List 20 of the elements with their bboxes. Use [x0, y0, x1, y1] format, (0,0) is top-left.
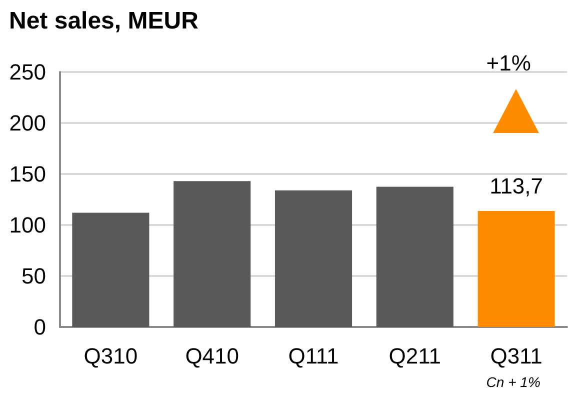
x-tick-label: Q311 [490, 344, 542, 368]
x-tick-label: Q310 [84, 344, 138, 368]
text: Cn + 1% [486, 374, 540, 390]
bar [376, 186, 454, 327]
bar [174, 181, 251, 327]
y-tick-label: 0 [34, 314, 46, 340]
y-tick-label: 50 [22, 264, 46, 288]
y-tick-label: 150 [9, 162, 46, 186]
bar [478, 211, 555, 327]
data-label: 113,7 [490, 174, 544, 199]
x-tick-label: Q410 [185, 344, 240, 368]
bar [72, 212, 150, 327]
y-tick-label: 200 [9, 110, 46, 136]
annotation: +1% [486, 50, 531, 76]
y-tick-label: 100 [9, 212, 46, 238]
x-tick-label: Q111 [288, 344, 339, 368]
bar [274, 190, 352, 327]
y-tick-label: 250 [9, 60, 46, 84]
x-tick-label: Q211 [388, 344, 441, 368]
chart-title: Net sales, MEUR [9, 8, 198, 34]
